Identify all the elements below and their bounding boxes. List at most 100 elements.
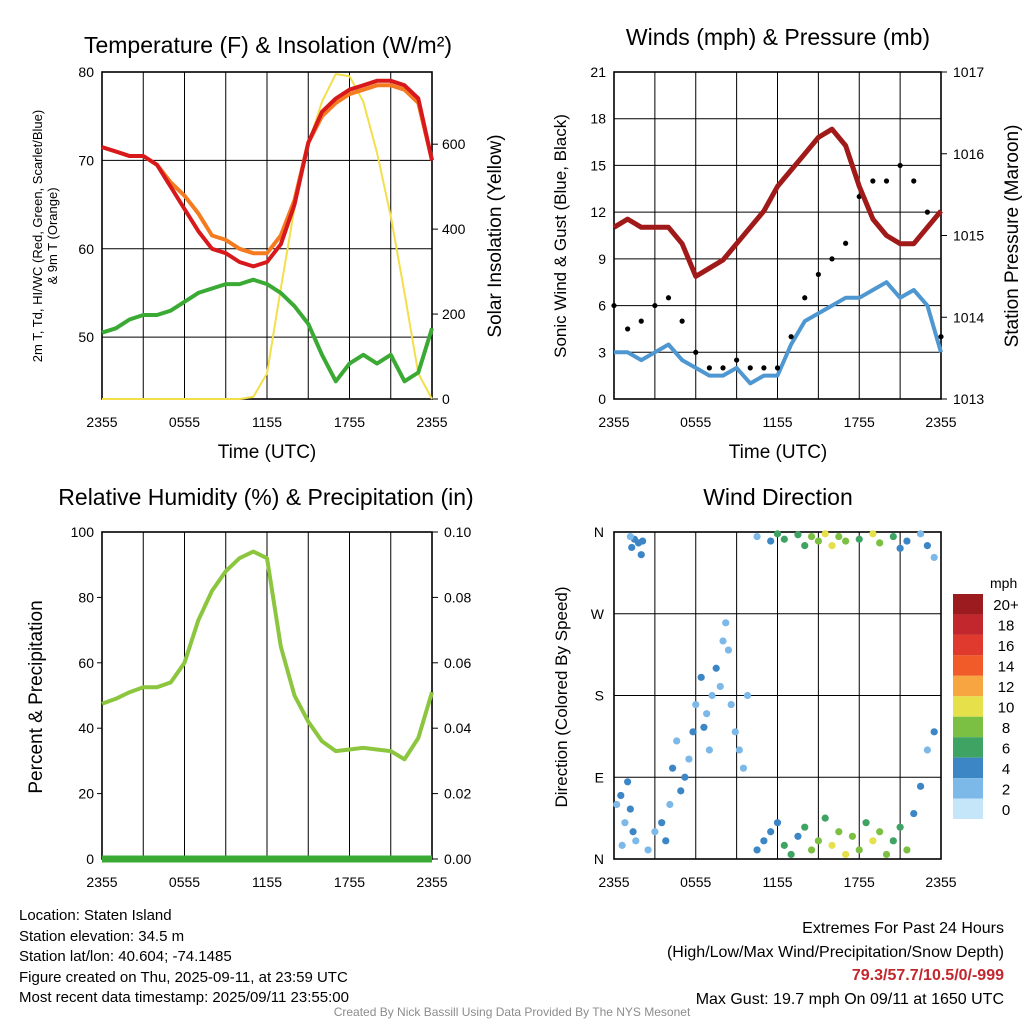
- wdir-xtick-label: 2355: [598, 874, 629, 890]
- colorbar-label: 8: [1002, 720, 1010, 737]
- wind-gust-point: [829, 256, 835, 262]
- colorbar-label: 2: [1002, 781, 1010, 798]
- wind-ytick-label: 0: [598, 391, 606, 407]
- wind-ytick-label: 12: [590, 204, 606, 220]
- wdir-point: [903, 537, 911, 545]
- wdir-point: [821, 530, 829, 538]
- wdir-point: [743, 691, 752, 700]
- recent-text: Most recent data timestamp: 2025/09/11 2…: [19, 989, 349, 1006]
- wind-gust-point: [788, 334, 794, 340]
- created-text: Figure created on Thu, 2025-09-11, at 23…: [19, 968, 348, 986]
- colorbar-segment: [953, 696, 983, 717]
- colorbar-segment: [953, 737, 983, 758]
- wdir-point: [828, 542, 836, 550]
- colorbar-label: 12: [998, 679, 1015, 696]
- wdir-point: [753, 846, 761, 854]
- wdir-point: [930, 553, 938, 562]
- wdir-point: [705, 746, 713, 754]
- temp-ytick-label: 80: [78, 64, 94, 80]
- colorbar-segment: [953, 594, 983, 615]
- colorbar-label: 10: [998, 700, 1015, 717]
- wdir-point: [624, 778, 632, 786]
- rh-ytick-right-label: 0.04: [444, 720, 471, 736]
- wdir-point: [639, 537, 647, 545]
- wdir-point: [697, 673, 705, 681]
- wdir-title: Wind Direction: [703, 484, 853, 510]
- wdir-point: [637, 551, 645, 559]
- wdir-point: [876, 828, 884, 836]
- wdir-ytick-label: E: [595, 769, 604, 785]
- wind-ytick-right-label: 1014: [953, 309, 984, 325]
- wind-ytick-label: 6: [598, 298, 606, 314]
- wind-gust-point: [652, 302, 658, 309]
- wind-xtick-label: 1155: [762, 414, 792, 430]
- wdir-point: [628, 543, 636, 552]
- wdir-point: [923, 542, 931, 550]
- wind-gust-point: [625, 326, 631, 332]
- temp-series-line: [101, 78, 434, 269]
- wdir-point: [869, 837, 877, 845]
- wdir-point: [626, 805, 634, 813]
- wdir-point: [855, 535, 863, 543]
- wind-gust-point: [924, 209, 930, 215]
- wdir-point: [773, 819, 782, 827]
- wdir-xtick-label: 1155: [762, 874, 792, 890]
- wdir-point: [727, 700, 735, 709]
- temp-ytick-right-label: 0: [442, 391, 450, 407]
- rh-ylabel-left: Percent & Precipitation: [26, 600, 47, 793]
- wind-gust-point: [815, 271, 821, 278]
- extremes-info: Extremes For Past 24 Hours (High/Low/Max…: [667, 917, 1004, 1011]
- wdir-point: [807, 846, 816, 854]
- rh-ytick-label: 100: [71, 524, 95, 540]
- rh-ytick-label: 80: [78, 589, 94, 605]
- wdir-point: [835, 532, 843, 541]
- wdir-point: [724, 646, 733, 654]
- temp-ylabel-right: Solar Insolation (Yellow): [485, 134, 506, 337]
- wind-gust-point: [897, 162, 903, 169]
- wdir-point: [794, 531, 802, 539]
- colorbar-segment: [953, 655, 983, 676]
- wind-ytick-right-label: 1013: [953, 391, 984, 407]
- rh-ytick-right-label: 0.10: [444, 524, 471, 540]
- wdir-point: [828, 841, 836, 849]
- wdir-point: [731, 728, 739, 736]
- wdir-point: [787, 850, 795, 859]
- wdir-point: [855, 846, 863, 854]
- wdir-point: [814, 837, 822, 845]
- location-text: Location: Staten Island: [19, 907, 172, 924]
- wdir-point: [651, 828, 659, 836]
- colorbar-title: mph: [990, 575, 1017, 591]
- station-info: Location: Staten Island Station elevatio…: [19, 906, 349, 1009]
- extremes-title: Extremes For Past 24 Hours: [802, 920, 1004, 937]
- temp-xtick-label: 2355: [416, 414, 447, 430]
- wdir-xtick-label: 1755: [844, 874, 875, 890]
- wdir-point: [780, 841, 788, 849]
- temp-ytick-right-label: 400: [442, 221, 466, 237]
- wind-gust-point: [747, 365, 753, 371]
- wind-gust-point: [883, 178, 890, 184]
- wdir-point: [662, 837, 670, 845]
- colorbar-segment: [953, 634, 983, 656]
- wind-xtick-label: 2355: [925, 414, 956, 430]
- wdir-point: [644, 846, 652, 854]
- wdir-point: [801, 823, 809, 831]
- wdir-ytick-label: N: [594, 851, 604, 867]
- wdir-point: [780, 535, 788, 543]
- wdir-ylabel-left: Direction (Colored By Speed): [552, 586, 571, 807]
- wdir-point: [882, 850, 891, 859]
- wdir-point: [862, 819, 870, 827]
- wdir-point: [712, 664, 720, 672]
- rh-ytick-right-label: 0.06: [444, 655, 471, 671]
- colorbar-label: 18: [998, 618, 1015, 635]
- wdir-xtick-label: 2355: [925, 874, 956, 890]
- wdir-point: [666, 800, 674, 809]
- colorbar-label: 0: [1002, 802, 1010, 819]
- rh-ytick-label: 20: [78, 786, 94, 802]
- wind-ylabel-left: Sonic Wind & Gust (Blue, Black): [551, 114, 570, 358]
- temp-xtick-label: 0555: [169, 414, 200, 430]
- wind-ytick-right-label: 1016: [953, 146, 984, 162]
- credit-text: Created By Nick Bassill Using Data Provi…: [333, 1005, 691, 1019]
- wdir-point: [658, 819, 666, 827]
- rh-ytick-label: 0: [86, 851, 94, 867]
